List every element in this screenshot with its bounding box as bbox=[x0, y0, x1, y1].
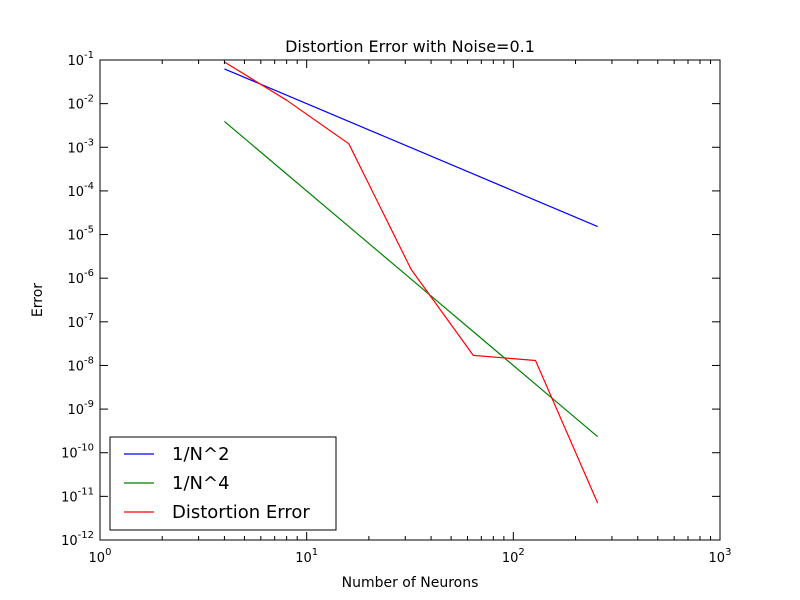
axis-ticks: 100 101 102 103 10-1 10-2 10-3 10-4 10-5 10-6 10-7… bbox=[61, 50, 731, 566]
y-tick-label: 10-3 bbox=[67, 137, 94, 156]
y-tick-label: 10-7 bbox=[67, 312, 94, 331]
y-axis-label: Error bbox=[30, 283, 46, 317]
y-tick-label: 10-11 bbox=[61, 486, 94, 505]
y-tick-label: 10-8 bbox=[67, 355, 94, 374]
axes-frame bbox=[99, 59, 721, 541]
x-tick-label: 103 bbox=[709, 547, 732, 566]
series-line-2 bbox=[224, 120, 599, 438]
y-tick-label: 10-12 bbox=[61, 530, 94, 549]
chart-title: Distortion Error with Noise=0.1 bbox=[285, 37, 535, 56]
y-tick-label: 10-9 bbox=[67, 399, 94, 418]
series-line-1 bbox=[224, 68, 598, 228]
series-line-3 bbox=[224, 61, 599, 504]
x-tick-label: 102 bbox=[502, 547, 525, 566]
y-tick-label: 10-10 bbox=[61, 443, 94, 462]
legend-label-1: 1/N^2 bbox=[172, 444, 230, 465]
x-tick-label: 101 bbox=[295, 547, 318, 566]
legend: 1/N^2 1/N^4 Distortion Error bbox=[109, 436, 337, 531]
y-tick-label: 10-4 bbox=[67, 181, 94, 200]
x-tick-label: 100 bbox=[89, 547, 112, 566]
legend-label-3: Distortion Error bbox=[172, 502, 310, 523]
y-tick-label: 10-2 bbox=[67, 94, 94, 113]
y-tick-label: 10-5 bbox=[67, 225, 94, 244]
y-tick-label: 10-1 bbox=[67, 50, 94, 69]
plot-area bbox=[224, 61, 599, 504]
x-axis-label: Number of Neurons bbox=[342, 575, 479, 591]
y-tick-label: 10-6 bbox=[67, 268, 94, 287]
legend-label-2: 1/N^4 bbox=[172, 473, 230, 494]
